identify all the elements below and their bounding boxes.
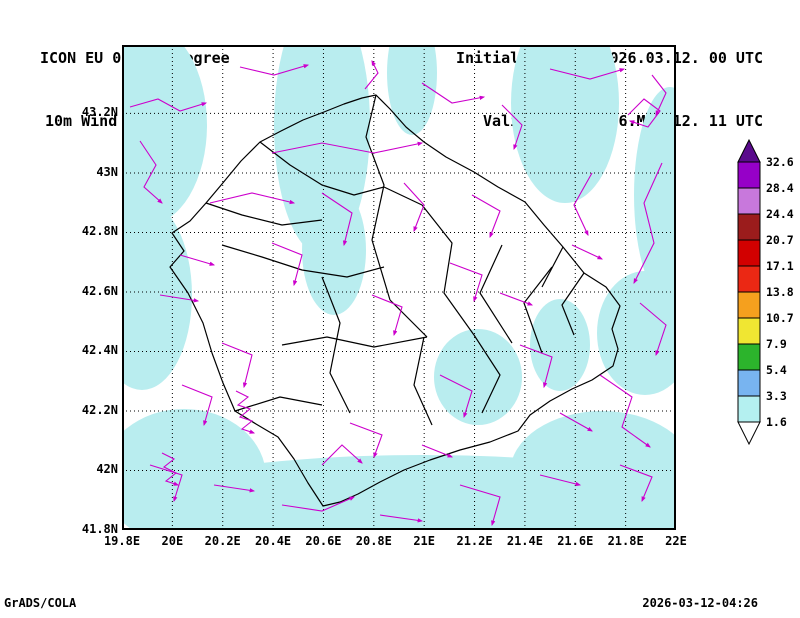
colorbar-tick-label: 20.7	[766, 233, 794, 247]
colorbar-tick-label: 32.6	[766, 155, 794, 169]
colorbar-tick-label: 28.4	[766, 181, 794, 195]
colorbar-canvas: 1.6 3.3 5.4 7.9 10.7 13.8 17.1 20.7 24.4 28.4 32.6	[737, 138, 794, 446]
colorbar-bottom-cap	[737, 421, 761, 446]
colorbar-segment	[737, 369, 761, 397]
lat-tick-label: 42.2N	[81, 402, 118, 417]
lon-tick-label: 21E	[413, 534, 436, 548]
colorbar-segment	[737, 161, 761, 189]
colorbar-segment	[737, 343, 761, 371]
lat-tick-label: 42.6N	[81, 283, 118, 298]
colorbar-segment	[737, 317, 761, 345]
creation-timestamp: 2026-03-12-04:26	[642, 596, 758, 610]
colorbar-tick-label: 10.7	[766, 311, 794, 325]
lon-tick-label: 22E	[665, 534, 687, 548]
lat-tick-label: 43.2N	[81, 105, 118, 120]
colorbar-segment	[737, 239, 761, 267]
map-plot	[122, 45, 676, 530]
graticule-layer	[122, 45, 676, 530]
country-borders-layer	[169, 94, 621, 507]
map-canvas	[122, 45, 676, 530]
lon-tick-label: 21.2E	[456, 534, 493, 548]
grads-credit: GrADS/COLA	[4, 596, 77, 610]
lon-tick-label: 20.8E	[355, 534, 392, 548]
colorbar-tick-label: 1.6	[766, 415, 787, 429]
wind-shading-layer	[122, 45, 676, 530]
colorbar-segment	[737, 187, 761, 215]
lat-tick-label: 41.8N	[81, 522, 118, 536]
colorbar-segment	[737, 291, 761, 319]
colorbar-tick-label: 17.1	[766, 259, 794, 273]
lat-tick-label: 42.8N	[81, 224, 118, 239]
colorbar-segment	[737, 395, 761, 423]
colorbar: 1.6 3.3 5.4 7.9 10.7 13.8 17.1 20.7 24.4 28.4 32.6	[737, 138, 800, 451]
colorbar-tick-label: 7.9	[766, 337, 787, 351]
colorbar-segment	[737, 213, 761, 241]
lon-tick-label: 21.4E	[506, 534, 543, 548]
colorbar-segment	[737, 265, 761, 293]
lat-tick-label: 42.4N	[81, 343, 118, 358]
lon-tick-label: 21.8E	[607, 534, 644, 548]
colorbar-tick-label: 24.4	[766, 207, 794, 221]
plot-frame	[122, 45, 676, 530]
lat-tick-label: 43N	[96, 164, 118, 179]
colorbar-tick-label: 5.4	[766, 363, 787, 377]
colorbar-tick-label: 3.3	[766, 389, 787, 403]
lon-tick-label: 20E	[161, 534, 184, 548]
lon-tick-label: 19.8E	[103, 534, 141, 548]
lat-tick-label: 42N	[96, 462, 118, 477]
lon-tick-label: 20.6E	[305, 534, 342, 548]
colorbar-tick-label: 13.8	[766, 285, 794, 299]
wind-vectors-layer	[129, 60, 667, 527]
lon-tick-label: 21.6E	[557, 534, 594, 548]
lon-tick-label: 20.2E	[204, 534, 241, 548]
colorbar-top-cap	[737, 138, 761, 163]
lon-tick-label: 20.4E	[255, 534, 292, 548]
